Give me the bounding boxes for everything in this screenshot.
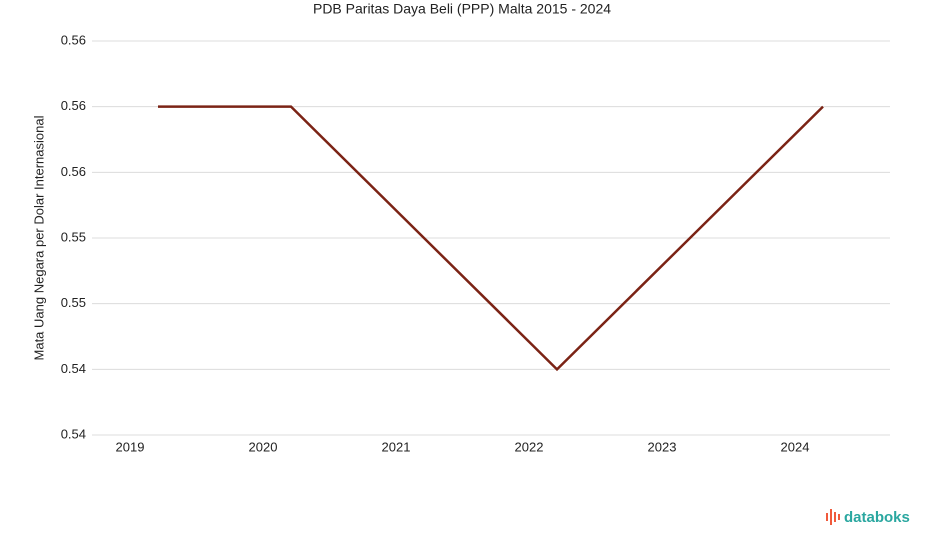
brand-text: databoks — [844, 509, 910, 526]
logo-bar — [826, 513, 828, 521]
logo-bar — [830, 509, 832, 525]
x-tick-label: 2020 — [249, 439, 278, 454]
y-tick-label: 0.56 — [61, 164, 86, 179]
y-tick-label: 0.55 — [61, 229, 86, 244]
x-tick-label: 2019 — [116, 439, 145, 454]
x-tick-label: 2022 — [515, 439, 544, 454]
y-tick-label: 0.54 — [61, 361, 86, 376]
chart-title: PDB Paritas Daya Beli (PPP) Malta 2015 -… — [313, 1, 611, 17]
y-tick-label: 0.56 — [61, 32, 86, 47]
brand-logo: databoks — [826, 509, 910, 526]
data-line — [158, 105, 824, 372]
y-tick-label: 0.55 — [61, 295, 86, 310]
logo-bar — [838, 514, 840, 520]
y-axis-label: Mata Uang Negara per Dolar Internasional — [31, 115, 46, 360]
y-tick-label: 0.56 — [61, 98, 86, 113]
x-tick-label: 2023 — [648, 439, 677, 454]
logo-bar — [834, 512, 836, 522]
y-tick-label: 0.54 — [61, 426, 86, 441]
x-tick-label: 2021 — [382, 439, 411, 454]
x-tick-label: 2024 — [781, 439, 810, 454]
